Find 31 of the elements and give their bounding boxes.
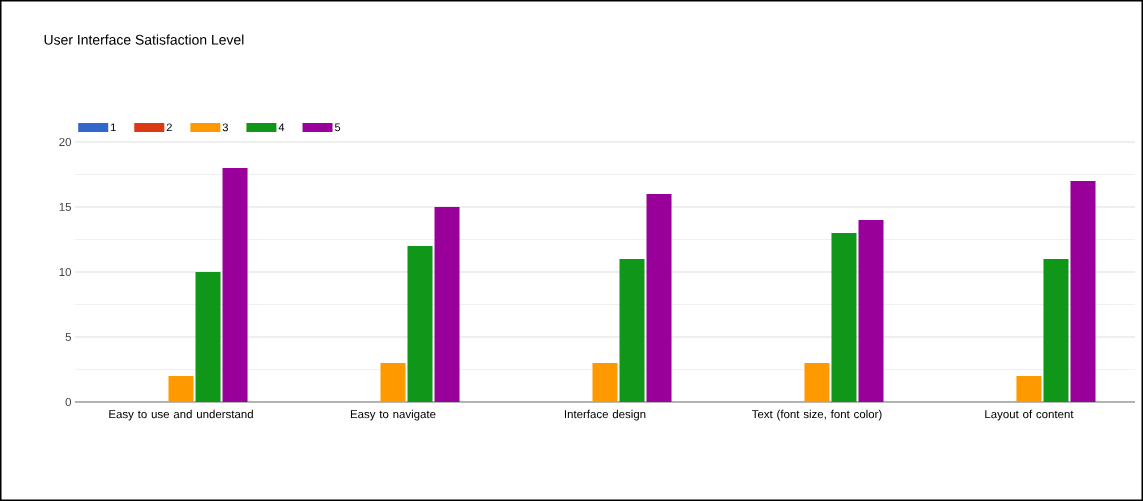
bar — [858, 219, 884, 402]
bar — [1043, 258, 1069, 402]
chart-title: User Interface Satisfaction Level — [44, 34, 244, 45]
x-tick-label: Text (font size, font color) — [751, 409, 882, 421]
x-tick-label: Layout of content — [985, 409, 1074, 421]
bar — [380, 362, 406, 402]
bar — [407, 245, 433, 402]
bar — [434, 206, 460, 402]
y-tick-label: 5 — [65, 333, 72, 341]
bar — [592, 362, 618, 402]
bar — [804, 362, 830, 402]
bar — [1070, 180, 1096, 402]
bar — [195, 271, 221, 402]
bar — [222, 167, 248, 402]
legend-label: 2 — [166, 123, 172, 132]
legend-label: 5 — [334, 123, 341, 132]
legend-label: 4 — [278, 123, 285, 132]
y-tick-label: 10 — [59, 267, 72, 277]
x-tick-label: Easy to use and understand — [109, 409, 253, 421]
legend-label: 3 — [222, 123, 228, 132]
y-tick-label: 0 — [65, 397, 72, 407]
bar — [831, 232, 857, 402]
x-tick-label: Interface design — [564, 409, 646, 421]
y-tick-label: 20 — [59, 137, 72, 147]
y-tick-label: 15 — [59, 202, 72, 211]
bar — [619, 258, 645, 402]
bar — [1016, 375, 1042, 402]
bar — [168, 375, 194, 402]
x-tick-label: Easy to navigate — [350, 409, 436, 421]
bar — [646, 193, 672, 402]
legend-label: 1 — [111, 123, 116, 132]
